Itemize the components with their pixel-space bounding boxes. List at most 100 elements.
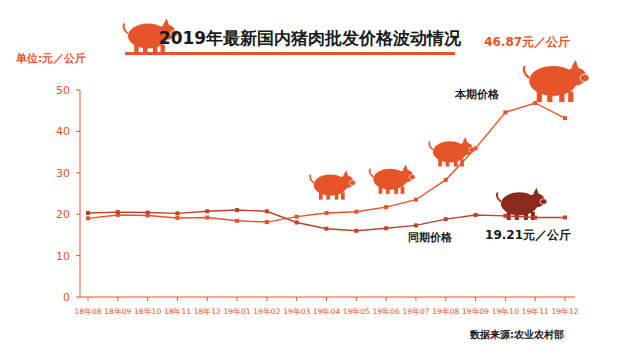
pig-ear [403,164,408,170]
pig-snout [580,74,589,82]
y-tick-label: 50 [56,84,70,97]
x-tick-label: 19年09 [462,307,489,316]
point-marker [116,210,120,214]
x-tick [386,297,387,301]
pig-tail [524,66,529,78]
point-marker [265,220,269,224]
point-marker [384,226,388,230]
point-marker [354,229,358,233]
x-tick [296,297,297,301]
pig-leg [341,192,345,199]
pig-icon [310,170,356,199]
y-tick-label: 10 [56,250,70,263]
pig-tail [370,169,374,177]
series-line [88,103,565,222]
y-tick [76,131,80,132]
x-tick-label: 19年11 [522,307,549,316]
point-marker [205,216,209,220]
series-label: 本期价格 [454,88,500,101]
y-tick-label: 0 [63,291,70,304]
point-marker [414,223,418,227]
x-tick [237,297,238,301]
x-tick-label: 19年02 [253,307,280,316]
point-marker [235,208,239,212]
source: 数据来源:农业农村部 [469,329,564,340]
title: 2019年最新国内猪肉批发价格波动情况 [159,28,462,48]
x-tick [207,297,208,301]
point-marker [354,210,358,214]
y-tick [76,255,80,256]
y-tick-label: 20 [56,208,70,221]
pig-ear [343,170,348,176]
x-tick-label: 19年12 [551,307,578,316]
x-tick-label: 19年08 [432,307,459,316]
point-marker [414,198,418,202]
pig-leg [401,187,405,194]
pig-leg [454,159,458,166]
pig-leg [446,159,450,166]
decoration [124,19,590,220]
x-tick-label: 19年06 [373,307,400,316]
pig-snout [409,174,415,179]
pig-leg [386,187,390,194]
point-marker [563,215,567,219]
x-tick-label: 18年08 [74,307,101,316]
pig-tail [497,192,501,201]
pig-tail [124,24,128,34]
y-axis [80,90,81,297]
point-marker [205,209,209,213]
pig-icon [497,188,547,220]
point-marker [444,217,448,221]
x-tick-label: 19年04 [313,307,340,316]
pig-leg [438,159,442,166]
y-label: 单位:元／公斤 [15,52,86,65]
point-marker [146,211,150,215]
x-tick-label: 18年12 [194,307,221,316]
pig-leg [394,187,398,194]
pig-leg [547,91,552,102]
point-marker [265,209,269,213]
pig-leg [335,192,339,199]
x-tick [475,297,476,301]
x-tick [415,297,416,301]
pig-icon [370,164,416,193]
pig-leg [319,192,323,199]
annotation: 19.21元／公斤 [485,228,571,242]
point-marker [295,220,299,224]
pig-leg [326,192,330,199]
pig-ear [533,188,539,195]
x-tick [266,297,267,301]
x-tick [505,297,506,301]
point-marker [503,110,507,114]
pig-tail [429,141,433,149]
point-marker [325,211,329,215]
x-tick [177,297,178,301]
plot-area [86,101,567,233]
point-marker [175,216,179,220]
point-marker [444,178,448,182]
x-tick-label: 18年10 [134,307,161,316]
y-tick [76,90,80,91]
pig-ear [163,19,169,27]
x-tick-label: 19年01 [224,307,251,316]
point-marker [474,213,478,217]
y-tick [76,172,80,173]
pig-leg [559,91,564,102]
y-tick-label: 40 [56,125,70,138]
x-axis [80,297,575,298]
title-underline [125,52,455,55]
point-marker [563,116,567,120]
x-tick [445,297,446,301]
x-tick [117,297,118,301]
x-tick [88,297,89,301]
pig-leg [524,212,528,220]
x-tick [356,297,357,301]
x-tick-label: 19年05 [343,307,370,316]
pig-snout [540,199,547,205]
pig-leg [379,187,383,194]
point-marker [533,101,537,105]
chart-root: 2019年最新国内猪肉批发价格波动情况单位:元／公斤0102030405018年… [0,0,640,360]
point-marker [325,227,329,231]
pig-leg [568,91,573,102]
pig-leg [537,91,542,102]
